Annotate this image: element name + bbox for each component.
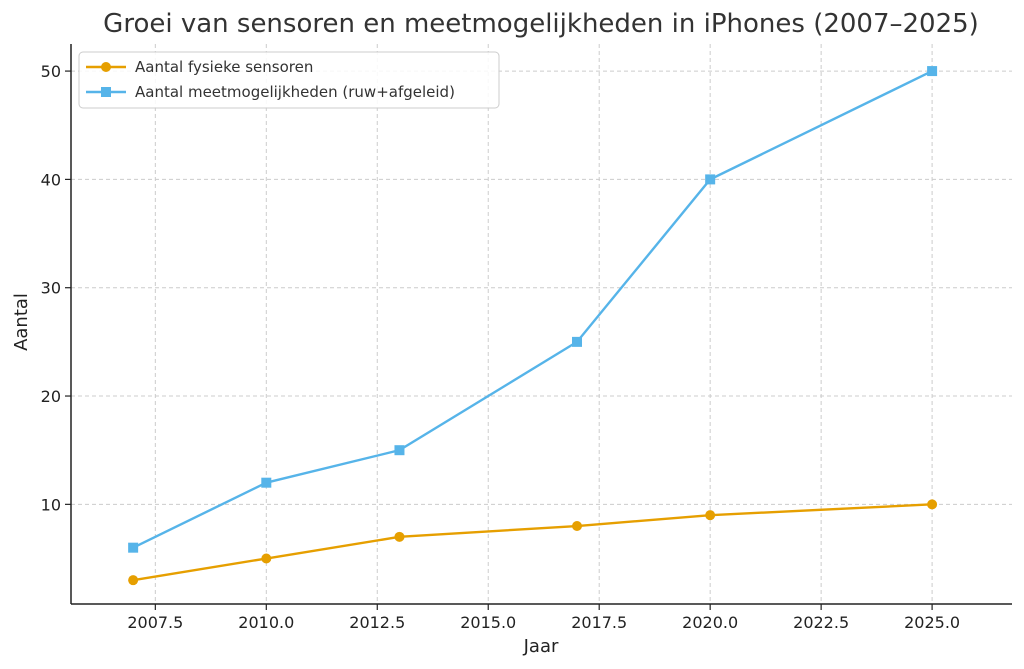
y-axis-ticks: 10 20 30 40 50 (41, 62, 71, 514)
series-layer (128, 66, 938, 586)
legend-label: Aantal fysieke sensoren (135, 58, 313, 76)
y-tick-label: 10 (41, 495, 61, 514)
legend-marker (101, 87, 111, 97)
x-tick-label: 2015.0 (460, 613, 516, 632)
y-axis-label: Aantal (11, 293, 32, 351)
series-line (132, 503, 933, 582)
y-tick-label: 40 (41, 170, 61, 189)
data-point (705, 174, 716, 185)
data-point (261, 477, 272, 488)
x-axis-label: Jaar (523, 636, 559, 657)
data-point (927, 66, 938, 77)
y-tick-label: 20 (41, 387, 61, 406)
x-tick-label: 2025.0 (904, 613, 960, 632)
legend-item: Aantal fysieke sensoren (86, 58, 313, 76)
legend: Aantal fysieke sensoren Aantal meetmogeli… (78, 51, 500, 109)
x-tick-label: 2022.5 (793, 613, 849, 632)
grid-lines (71, 44, 1012, 604)
data-point (572, 521, 583, 532)
x-tick-label: 2010.0 (238, 613, 294, 632)
series-1 (128, 499, 938, 586)
legend-label: Aantal meetmogelijkheden (ruw+afgeleid) (135, 83, 455, 101)
data-point (261, 553, 272, 564)
data-point (572, 336, 583, 347)
x-tick-label: 2017.5 (571, 613, 627, 632)
data-point (128, 542, 139, 553)
series-line (132, 70, 933, 549)
x-tick-label: 2020.0 (682, 613, 738, 632)
data-point (705, 510, 716, 521)
legend-box (78, 51, 500, 109)
x-axis-ticks: 2007.5 2010.0 2012.5 2015.0 2017.5 2020.0 2022… (127, 604, 960, 632)
chart-title: Groei van sensoren en meetmogelijkheden … (103, 9, 979, 39)
data-point (394, 445, 405, 456)
x-tick-label: 2012.5 (349, 613, 405, 632)
legend-item: Aantal meetmogelijkheden (ruw+afgeleid) (86, 83, 455, 101)
data-point (128, 575, 139, 586)
y-tick-label: 30 (41, 279, 61, 298)
axes-spines (70, 44, 1012, 605)
data-point (394, 531, 405, 542)
series-2 (128, 66, 938, 553)
legend-marker (101, 62, 111, 72)
x-tick-label: 2007.5 (127, 613, 183, 632)
y-tick-label: 50 (41, 62, 61, 81)
data-point (927, 499, 938, 510)
